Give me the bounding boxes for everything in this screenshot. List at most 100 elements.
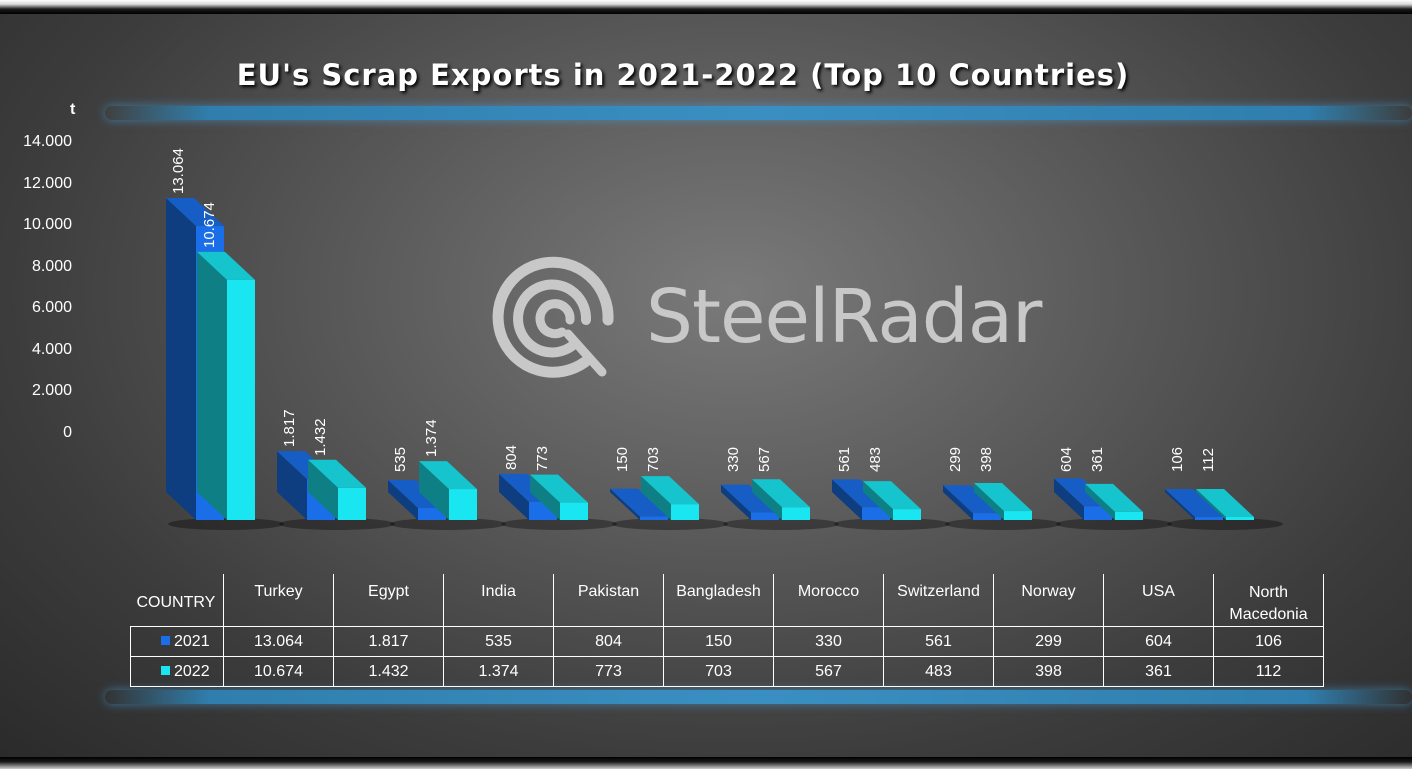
data-label-2022: 703 — [645, 446, 662, 472]
table-cell: 1.432 — [333, 656, 444, 687]
bar-2021-4 — [610, 488, 668, 520]
table-country-2: India — [443, 574, 554, 627]
table-cell: 1.374 — [443, 656, 554, 687]
data-label-2021: 106 — [1169, 446, 1186, 472]
bar-top — [308, 459, 366, 488]
data-label-2022: 1.374 — [423, 419, 440, 458]
steelradar-logo-icon — [492, 256, 614, 378]
bar-shadow — [612, 518, 728, 530]
bar-shadow — [168, 518, 284, 530]
data-label-2021: 150 — [614, 446, 631, 472]
y-tick-label: 2.000 — [31, 382, 72, 399]
data-label-2021: 535 — [392, 446, 409, 472]
legend-key-2021 — [161, 636, 170, 646]
frame-bottom — [0, 757, 1412, 769]
bar-shadow — [945, 518, 1061, 530]
bar-shadow — [723, 518, 839, 530]
table-cell: 361 — [1103, 656, 1214, 687]
table-cell: 561 — [883, 626, 994, 657]
table-country-4: Bangladesh — [663, 574, 774, 627]
y-tick-label: 10.000 — [23, 216, 72, 233]
bar-top — [530, 474, 588, 503]
chart-title: EU's Scrap Exports in 2021-2022 (Top 10 … — [236, 58, 1130, 92]
y-tick-label: 14.000 — [23, 133, 72, 150]
bar-side — [863, 481, 893, 520]
y-tick-label: 0 — [63, 423, 72, 441]
table-cell: 1.817 — [333, 626, 444, 657]
series-name-2021: 2021 — [174, 633, 210, 650]
bar-side — [499, 473, 529, 520]
bar-2022-9 — [1196, 489, 1254, 520]
data-label-2021: 13.064 — [170, 148, 187, 195]
bar-side — [1054, 478, 1084, 520]
bar-side — [974, 483, 1004, 520]
table-cell: 13.064 — [223, 626, 334, 657]
bar-shadow — [1167, 518, 1283, 530]
data-label-2021: 604 — [1058, 446, 1075, 472]
bar-front — [449, 489, 477, 520]
data-label-2022: 483 — [867, 446, 884, 472]
bar-2021-7 — [943, 485, 1001, 520]
glow-bar-top — [105, 106, 1412, 120]
table-cell: 773 — [553, 656, 664, 687]
table-cell: 112 — [1213, 656, 1324, 687]
bar-front — [671, 504, 699, 520]
bar-2022-0 — [197, 251, 255, 520]
bar-front — [1004, 511, 1032, 520]
data-label-2022: 773 — [534, 445, 551, 471]
table-cell: 150 — [663, 626, 774, 657]
table-cell: 483 — [883, 656, 994, 687]
bar-shadow — [279, 518, 395, 530]
bar-shadow — [501, 518, 617, 530]
bar-2022-8 — [1085, 483, 1143, 520]
bar-2022-5 — [752, 479, 810, 520]
bar-side — [641, 476, 671, 520]
bar-side — [166, 198, 196, 520]
legend-2021: 2021 — [130, 626, 224, 657]
table-country-8: USA — [1103, 574, 1214, 627]
y-tick-label: 12.000 — [23, 174, 72, 192]
bar-front — [751, 512, 779, 520]
table-cell: 106 — [1213, 626, 1324, 657]
table-cell: 535 — [443, 626, 554, 657]
table-cell: 703 — [663, 656, 774, 687]
table-country-0: Turkey — [223, 574, 334, 627]
bar-front — [782, 507, 810, 520]
bar-top — [166, 198, 224, 227]
bar-side — [1196, 489, 1226, 520]
bar-2022-6 — [863, 481, 921, 520]
bar-side — [832, 479, 862, 520]
bar-2022-1 — [308, 459, 366, 520]
bar-front — [227, 279, 255, 520]
bar-2022-2 — [419, 461, 477, 520]
bar-side — [610, 488, 640, 520]
bar-side — [308, 459, 338, 520]
bar-top — [1165, 489, 1223, 517]
data-label-2021: 299 — [947, 446, 964, 472]
data-label-2022: 567 — [756, 446, 773, 472]
bar-top — [1085, 483, 1143, 512]
bar-top — [610, 488, 668, 517]
bar-front — [1195, 517, 1223, 520]
series-name-2022: 2022 — [174, 663, 210, 680]
bar-front — [1115, 511, 1143, 520]
table-country-5: Morocco — [773, 574, 884, 627]
bar-side — [943, 485, 973, 520]
data-label-2021: 561 — [836, 446, 853, 472]
bar-front — [338, 487, 366, 520]
legend-2022: 2022 — [130, 656, 224, 687]
glow-bar-bottom — [105, 690, 1412, 704]
bar-top — [943, 485, 1001, 514]
bar-front — [640, 516, 668, 520]
bar-2022-7 — [974, 483, 1032, 520]
bar-front — [973, 513, 1001, 520]
table-cell: 804 — [553, 626, 664, 657]
bar-shadow — [390, 518, 506, 530]
table-cell: 604 — [1103, 626, 1214, 657]
bar-side — [388, 479, 418, 520]
data-label-2021: 804 — [503, 444, 520, 470]
bar-2022-3 — [530, 474, 588, 520]
bar-2021-5 — [721, 484, 779, 520]
bar-front — [560, 502, 588, 520]
